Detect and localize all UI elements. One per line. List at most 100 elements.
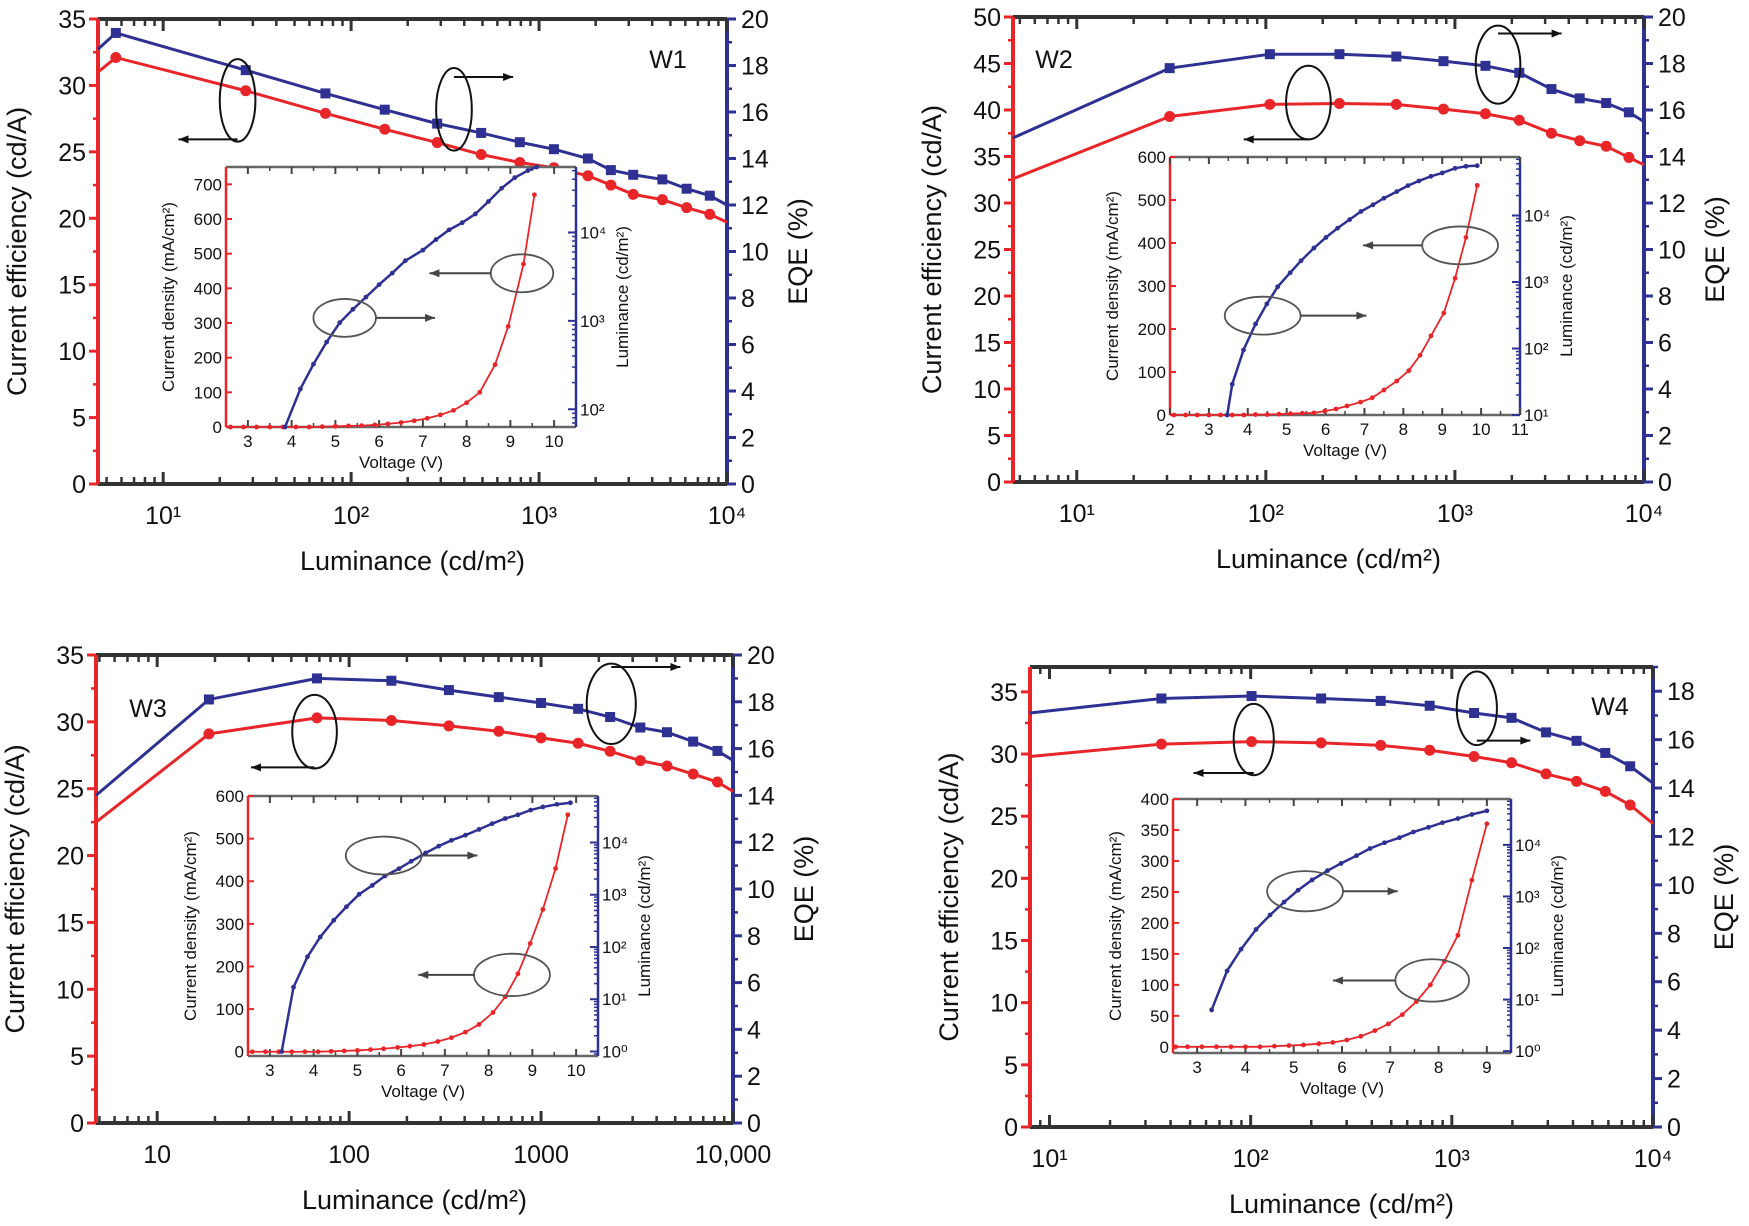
inset-current-density-point [1206, 412, 1212, 418]
inset-current-density-point [1316, 1041, 1322, 1047]
inset-current-density-point [477, 389, 483, 395]
x-axis-title: Luminance (cd/m²) [1216, 544, 1441, 574]
y-left-tick-label: 30 [56, 709, 84, 737]
inset-current-density-point [385, 421, 391, 427]
y-right-tick-label: 4 [1658, 376, 1672, 404]
current-efficiency-point [1375, 739, 1387, 751]
eqe-point [536, 697, 547, 708]
inset-current-density-point [346, 423, 351, 429]
inset-luminance-point [297, 386, 303, 392]
y-right-tick-label: 18 [1667, 678, 1695, 706]
inset-y-left-tick-label: 500 [1138, 191, 1166, 210]
eqe-point [1469, 708, 1480, 718]
inset-x-axis-title: Voltage (V) [359, 453, 443, 472]
y-right-tick-label: 2 [1658, 423, 1672, 451]
y-left-tick-label: 15 [56, 909, 84, 937]
inset-x-axis-title: Voltage (V) [1303, 441, 1387, 460]
x-tick-label: 10¹ [1031, 1145, 1067, 1173]
y-left-tick-label: 30 [58, 72, 86, 100]
eqe-point [386, 675, 397, 686]
current-efficiency-point [385, 715, 397, 727]
inset-current-density-point [368, 1047, 373, 1053]
y-left-tick-label: 35 [56, 642, 84, 670]
panel-w3: 10 100 1000 10,0000510152025303502468101214… [0, 642, 819, 1215]
inset-y-right-tick-label: 10³ [1524, 273, 1549, 292]
inset-x-tick-label: 8 [1399, 420, 1408, 439]
inset-y-left-tick-label: 100 [194, 383, 222, 402]
inset-current-density-point [451, 407, 456, 413]
current-efficiency-point [1623, 151, 1635, 163]
inset-luminance-point [317, 934, 323, 940]
left-axis-arrow-arrowhead-icon [1243, 135, 1254, 144]
inset-y-left-tick-label: 0 [1157, 406, 1166, 425]
inset-current-density-point [1344, 1037, 1350, 1043]
inset-luminance-line [1210, 809, 1488, 1011]
inset-background [1170, 157, 1520, 415]
inset-luminance-point [1298, 258, 1304, 264]
inset-current-density-point [1406, 368, 1412, 374]
inset-x-tick-label: 5 [353, 1061, 362, 1080]
inset-y-right-tick-label: 10⁰ [1515, 1042, 1541, 1061]
y-right-axis-title: EQE (%) [1709, 844, 1739, 951]
inset-current-density-point [1183, 412, 1188, 418]
inset-x-tick-label: 4 [1243, 420, 1252, 439]
inset-luminance-point [1474, 163, 1480, 169]
current-efficiency-point [443, 720, 455, 732]
inset-current-density-point [540, 906, 546, 912]
inset-luminance-point [1309, 877, 1315, 883]
inset-current-density-point [505, 324, 511, 329]
x-tick-label: 10² [333, 502, 369, 530]
inset-y-left-tick-label: 100 [1138, 363, 1166, 382]
inset-current-density-point [319, 424, 325, 430]
y-left-tick-label: 0 [987, 469, 1001, 497]
inset-current-density-point [553, 866, 558, 871]
inset-luminance-point [463, 832, 468, 838]
current-efficiency-point [1540, 768, 1552, 780]
inset-current-density-point [254, 424, 260, 430]
inset-luminance-point [324, 339, 330, 345]
panel-label: W3 [129, 695, 167, 723]
inset-current-density-point [421, 1042, 427, 1047]
inset-x-tick-label: 7 [1360, 420, 1369, 439]
inset-luminance-point [1416, 178, 1422, 184]
inset-current-density-point [1199, 1044, 1205, 1050]
inset-luminance-point [1484, 808, 1490, 814]
inset-y-right-tick-label: 10⁴ [580, 223, 606, 242]
inset-luminance-point [1229, 381, 1235, 387]
y-right-tick-label: 20 [741, 6, 769, 34]
inset-luminance-point [356, 891, 362, 897]
y-right-tick-label: 14 [747, 782, 775, 810]
eqe-point [1164, 63, 1175, 74]
current-efficiency-point [203, 728, 215, 740]
inset-left-axis-arrow-arrowhead-icon [429, 269, 440, 278]
y-right-tick-label: 16 [1658, 97, 1686, 125]
inset-current-density-point [424, 415, 430, 421]
inset-luminance-point [1338, 861, 1344, 866]
inset-x-tick-label: 7 [440, 1061, 449, 1080]
eqe-point [548, 144, 559, 155]
inset-luminance-point [282, 424, 288, 430]
inset-luminance-point [337, 320, 343, 326]
eqe-line [96, 31, 728, 207]
inset-y-right-tick-label: 10³ [602, 886, 627, 905]
inset-luminance-point [1463, 163, 1469, 169]
inset-x-tick-label: 3 [1192, 1058, 1201, 1077]
inset-y-left-tick-label: 350 [1141, 821, 1169, 840]
inset-x-tick-label: 9 [528, 1061, 537, 1080]
inset-current-density-point [515, 971, 521, 977]
inset-current-density-point [1417, 352, 1423, 358]
inset-luminance-point [389, 270, 395, 276]
inset-x-tick-label: 9 [1437, 420, 1446, 439]
inset-luminance-point [1428, 173, 1434, 179]
inset-current-density-point [1381, 387, 1387, 393]
inset-y-right-tick-label: 10¹ [1524, 406, 1549, 425]
current-efficiency-point [379, 123, 391, 135]
inset-luminance-point [1325, 868, 1330, 874]
inset-current-density-point [1474, 182, 1480, 188]
inset-current-density-point [341, 1048, 347, 1054]
current-efficiency-point [1264, 98, 1276, 110]
x-axis-title: Luminance (cd/m²) [302, 1185, 527, 1215]
inset-current-density-point [1171, 412, 1177, 418]
y-left-tick-label: 35 [990, 679, 1018, 707]
